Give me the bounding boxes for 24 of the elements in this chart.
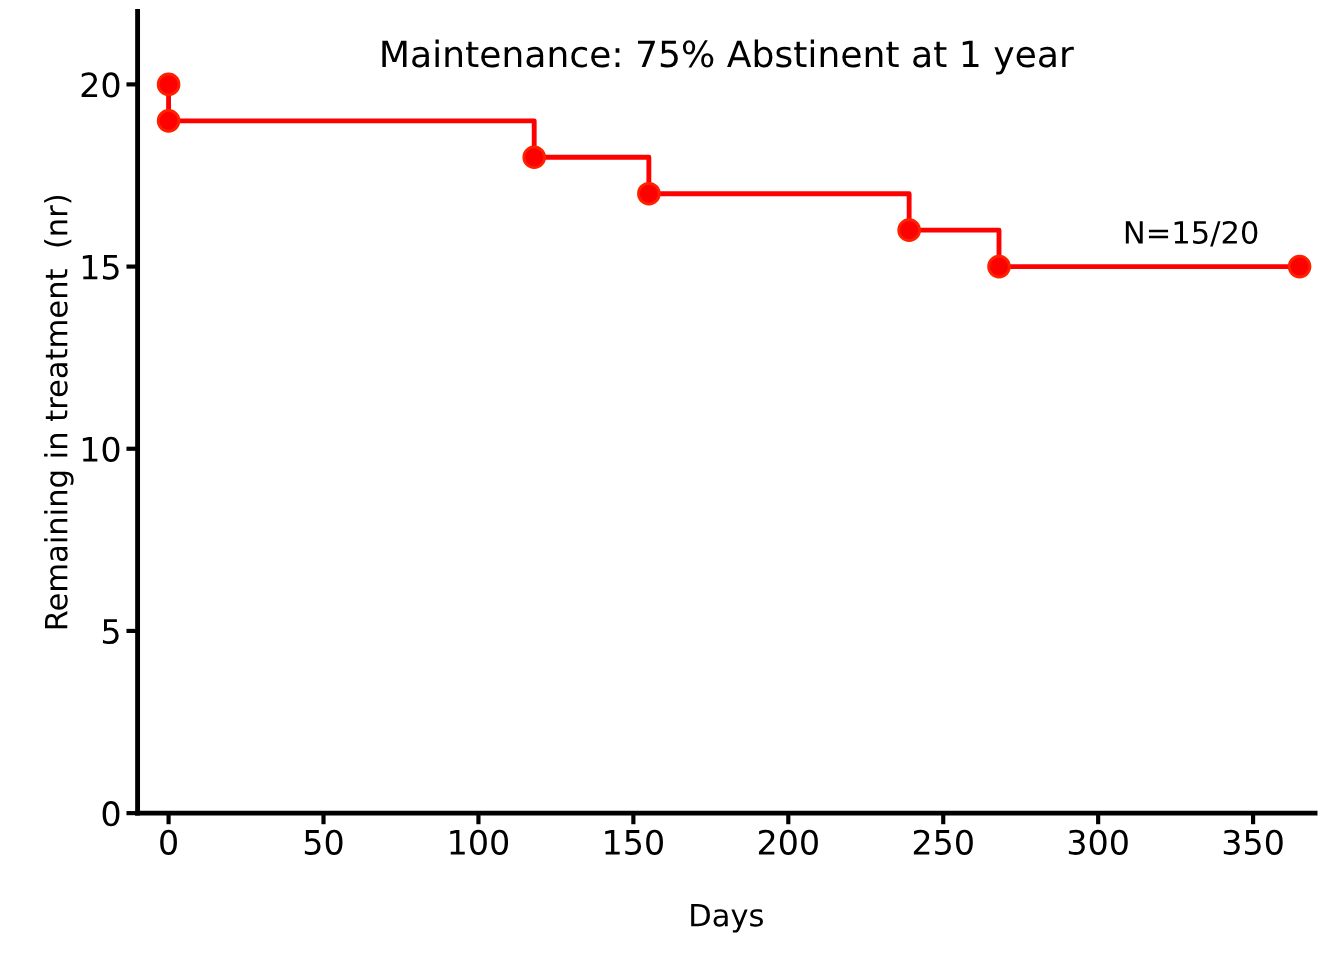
x-tick-label: 50 [304,829,343,855]
point [156,109,181,133]
x-tick-label: 350 [1223,829,1283,855]
x-tick-label: 200 [758,829,818,855]
x-tick-label: 0 [160,829,177,855]
x-tick-label: 250 [913,829,973,855]
x-tick-label: 300 [1068,829,1128,855]
x-tick-label: 150 [605,829,663,855]
point [897,218,921,242]
y-tick-label: 10 [82,436,120,462]
y-tick-label: 15 [82,254,119,280]
point [522,145,547,170]
point [156,72,181,97]
x-axis-title: Days [691,903,763,933]
x-tick-label: 100 [450,829,509,855]
point [987,254,1011,279]
y-tick-label: 5 [102,619,119,645]
y-axis-title: Remaining in treatment (nr) [44,195,74,629]
text: Maintenance: 75% Abstinent at 1 year [382,39,1074,75]
y-tick-label: 20 [81,72,120,98]
y-tick-label: 0 [102,801,120,827]
annotation: N=15/20 [1125,220,1258,247]
point [637,181,661,206]
point [1287,254,1312,279]
